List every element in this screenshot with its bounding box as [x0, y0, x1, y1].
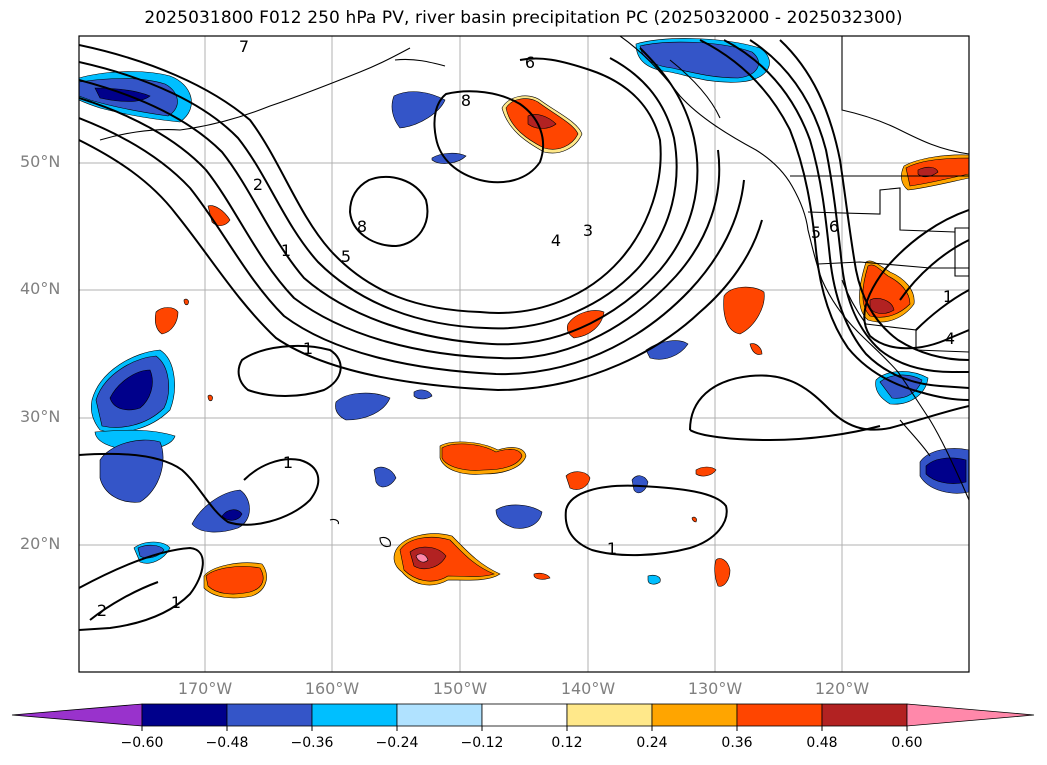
- colorbar-tick-label: 0.36: [721, 735, 753, 751]
- colorbar-tick-label: 0.12: [551, 735, 583, 751]
- contour-label: 3: [583, 221, 593, 240]
- lon-label: 160°W: [304, 679, 360, 698]
- colorbar-tick-label: −0.60: [120, 735, 164, 751]
- contour-label: 6: [525, 53, 535, 72]
- map-title: 2025031800 F012 250 hPa PV, river basin …: [144, 8, 903, 28]
- lon-label: 150°W: [432, 679, 488, 698]
- lon-label: 120°W: [814, 679, 870, 698]
- colorbar-tick-label: 0.60: [891, 735, 923, 751]
- lon-label: 130°W: [687, 679, 743, 698]
- colorbar: [11, 703, 1035, 731]
- colorbar-extend-max: [906, 703, 1035, 727]
- colorbar-tick-label: −0.24: [375, 735, 419, 751]
- contour-label: 1: [607, 539, 617, 558]
- map-frame: [78, 35, 970, 673]
- lon-label: 170°W: [177, 679, 233, 698]
- contour-label: 2: [97, 601, 107, 620]
- contour-label: 8: [357, 217, 367, 236]
- lat-label: 20°N: [20, 534, 61, 553]
- contour-label: 6: [829, 217, 839, 236]
- contour-label: 8: [461, 91, 471, 110]
- lat-label: 40°N: [20, 279, 61, 298]
- colorbar-tick-label: −0.12: [460, 735, 504, 751]
- contour-label: 7: [239, 37, 249, 56]
- contour-label: 4: [945, 329, 955, 348]
- contour-label: 1: [943, 287, 953, 306]
- contour-label: 5: [811, 223, 821, 242]
- colorbar-tick-label: −0.48: [205, 735, 249, 751]
- colorbar-tick-label: −0.36: [290, 735, 334, 751]
- colorbar-extend-min: [11, 703, 143, 727]
- colorbar-tick-label: 0.24: [636, 735, 668, 751]
- lat-label: 30°N: [20, 407, 61, 426]
- contour-label: 1: [283, 453, 293, 472]
- contour-label: 2: [253, 175, 263, 194]
- contour-label: 1: [281, 241, 291, 260]
- lat-label: 50°N: [20, 152, 61, 171]
- colorbar-tick-label: 0.48: [806, 735, 838, 751]
- contour-labels: 7 6 8 2 1 5 8 4 3 1 1 2 1 1 5 6 1 4: [97, 37, 955, 620]
- negative-precip-areas: [79, 38, 969, 585]
- coastlines: [99, 36, 969, 548]
- contour-label: 1: [303, 339, 313, 358]
- contour-label: 4: [551, 231, 561, 250]
- contour-label: 5: [341, 247, 351, 266]
- pv-contours: [79, 39, 969, 631]
- contour-label: 1: [171, 593, 181, 612]
- positive-precip-areas: [154, 95, 969, 599]
- lon-label: 140°W: [560, 679, 616, 698]
